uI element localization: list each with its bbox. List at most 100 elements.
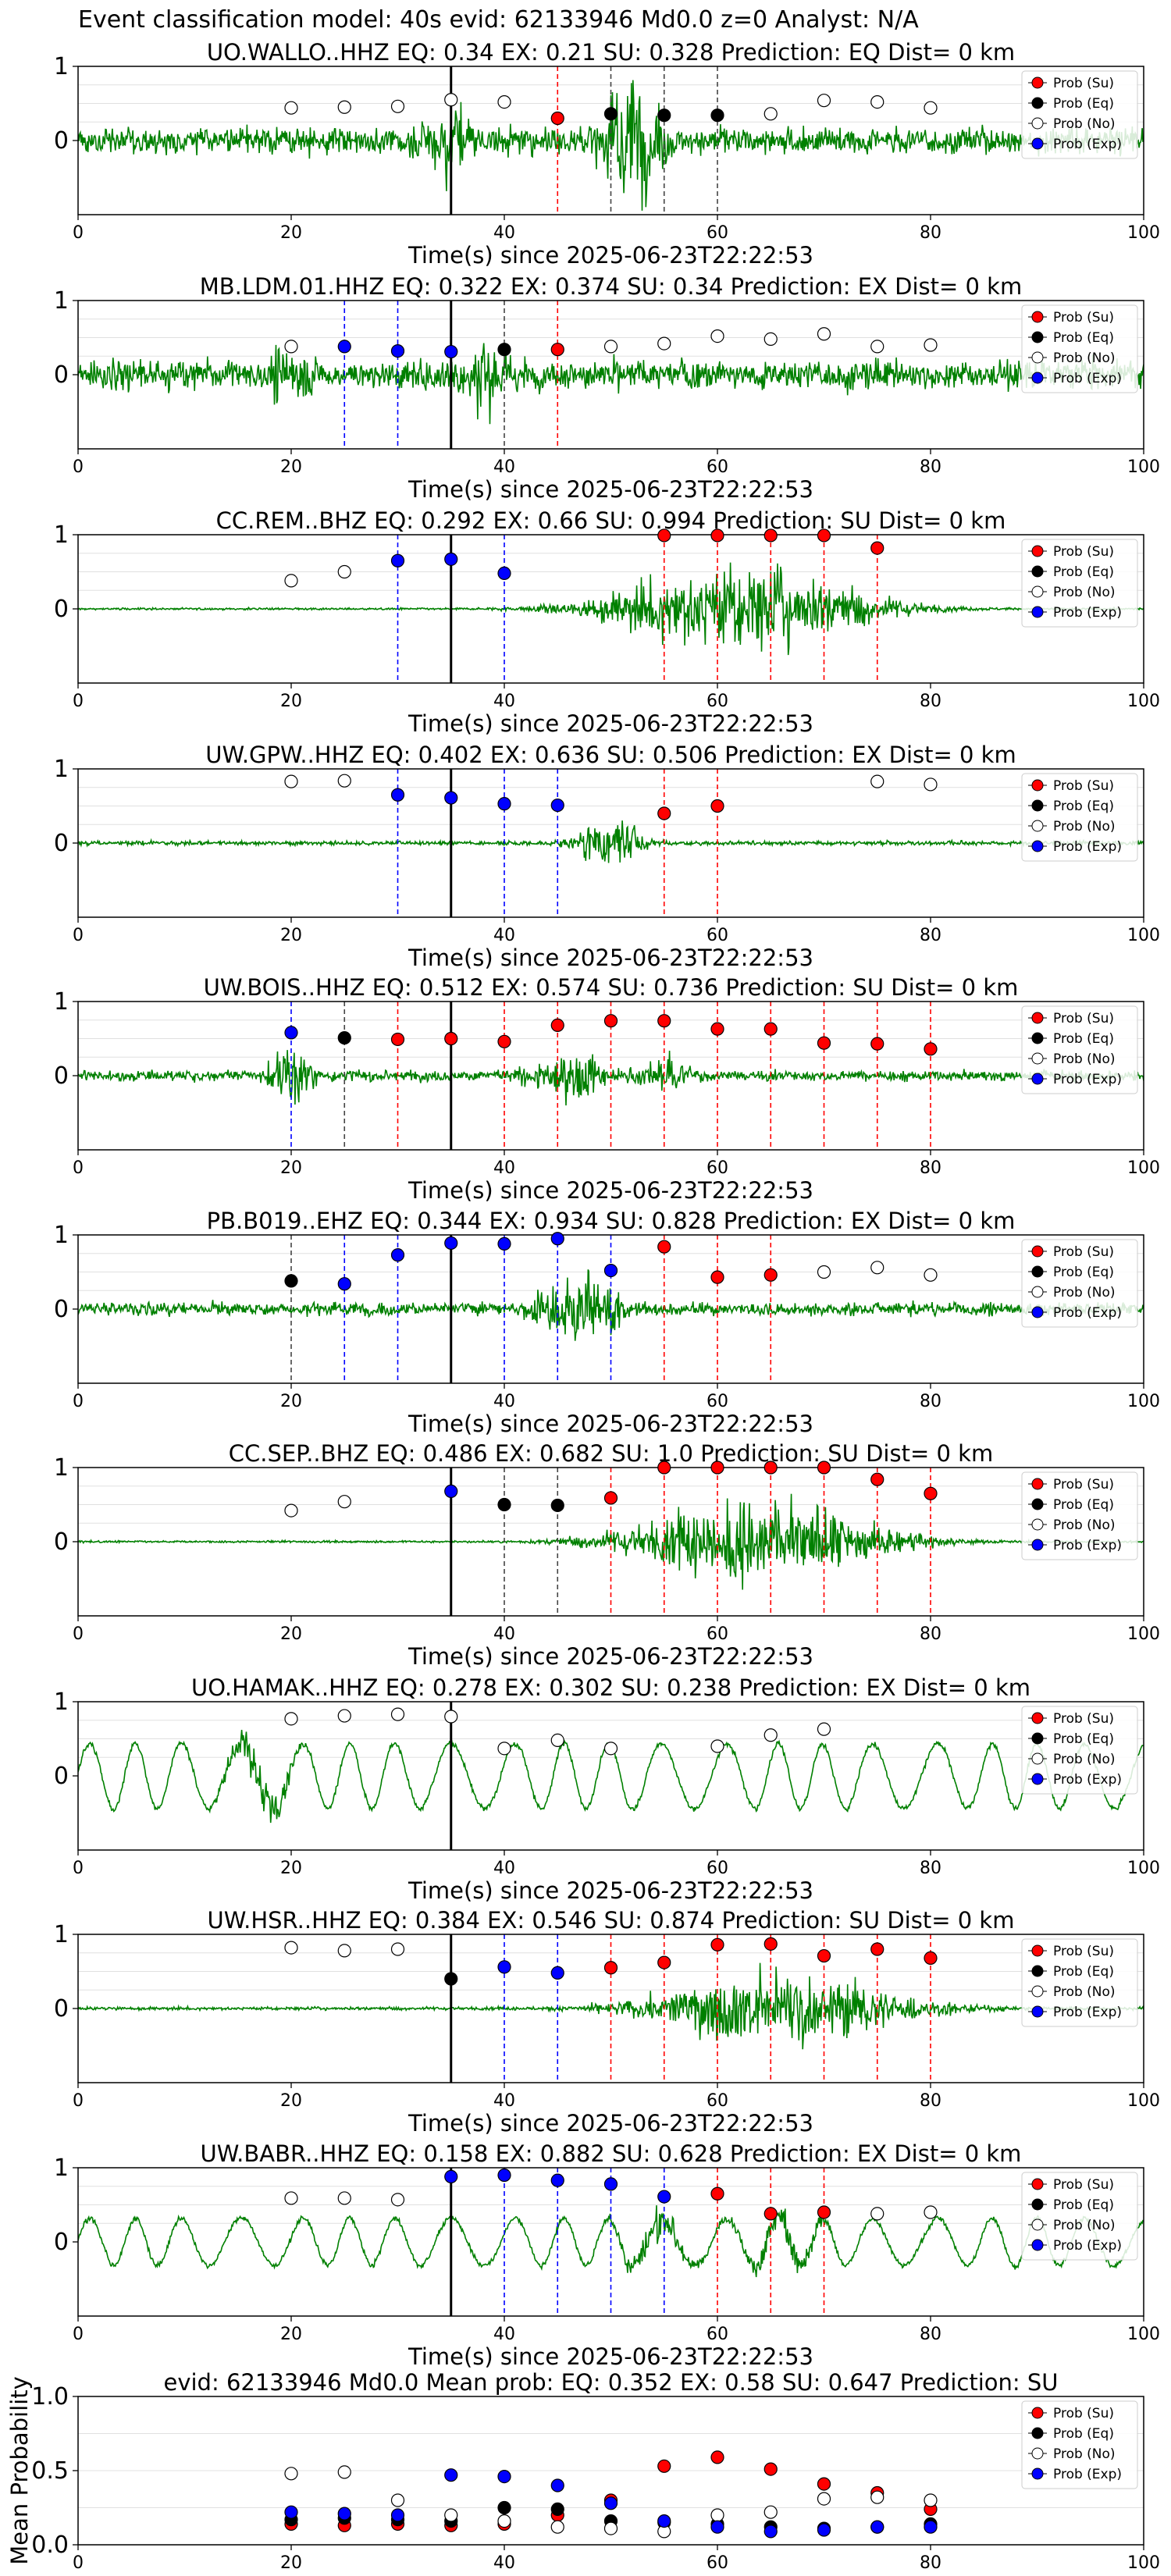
x-axis-label: Time(s) since 2025-06-23T22:22:53: [408, 1177, 813, 1204]
x-tick-label: 80: [920, 1392, 941, 1411]
x-tick-label: 100: [1127, 2325, 1160, 2344]
y-tick-label: 1: [54, 53, 69, 80]
legend-marker-no: [1031, 1052, 1044, 1065]
point-su: [657, 2459, 671, 2473]
x-tick-label: 40: [493, 692, 515, 711]
point-no: [924, 1268, 938, 1282]
point-no: [710, 329, 724, 343]
point-no: [603, 1742, 618, 1756]
x-tick-label: 100: [1127, 1624, 1160, 1644]
legend-label: Prob (Exp): [1053, 1538, 1122, 1553]
x-tick-label: 100: [1127, 2553, 1160, 2573]
x-axis-label: Time(s) since 2025-06-23T22:22:53: [408, 476, 813, 503]
legend-marker-su: [1031, 1012, 1044, 1024]
x-tick-label: 80: [920, 223, 941, 243]
point-su: [763, 1022, 778, 1036]
y-tick-label: 1: [54, 988, 69, 1016]
point-no: [337, 774, 351, 788]
point-no: [444, 2508, 458, 2522]
point-no: [284, 774, 298, 788]
y-tick-label: 1: [54, 287, 69, 315]
point-no: [763, 1728, 778, 1742]
legend-marker-no: [1031, 2447, 1044, 2460]
legend-label: Prob (Eq): [1053, 564, 1114, 580]
legend-label: Prob (Su): [1053, 76, 1114, 91]
legend-label: Prob (No): [1053, 116, 1116, 132]
legend-label: Prob (Exp): [1053, 371, 1122, 386]
point-su: [817, 1948, 831, 1963]
point-eq: [497, 343, 511, 357]
point-exp: [603, 2496, 618, 2510]
legend-label: Prob (Exp): [1053, 1072, 1122, 1087]
legend-marker-eq: [1031, 331, 1044, 343]
x-tick-label: 60: [707, 1158, 728, 1178]
x-tick-label: 20: [280, 1859, 302, 1878]
point-exp: [390, 1248, 405, 1262]
x-axis-label: Time(s) since 2025-06-23T22:22:53: [408, 710, 813, 737]
y-tick-label: 0: [54, 1296, 69, 1323]
panel-11: evid: 62133946 Md0.0 Mean prob: EQ: 0.35…: [6, 2369, 1160, 2573]
point-exp: [444, 552, 458, 566]
panel-8: UO.HAMAK..HHZ EQ: 0.278 EX: 0.302 SU: 0.…: [54, 1674, 1160, 1904]
legend-label: Prob (Su): [1053, 1944, 1114, 1959]
legend-label: Prob (No): [1053, 1051, 1116, 1067]
x-tick-label: 80: [920, 1158, 941, 1178]
panel-title: evid: 62133946 Md0.0 Mean prob: EQ: 0.35…: [163, 2369, 1058, 2396]
point-no: [284, 2467, 298, 2481]
y-tick-label: 0: [54, 1995, 69, 2023]
x-tick-label: 0: [73, 2091, 84, 2111]
y-tick-label: 0: [54, 1528, 69, 1556]
legend-label: Prob (No): [1053, 1285, 1116, 1300]
point-no: [550, 2520, 564, 2534]
point-exp: [550, 2173, 564, 2187]
point-no: [924, 338, 938, 352]
legend: Prob (Su) Prob (Eq) Prob (No) Prob (Exp): [1021, 539, 1138, 628]
point-eq: [550, 2502, 564, 2516]
point-no: [390, 2493, 405, 2507]
legend-marker-eq: [1031, 1032, 1044, 1044]
point-exp: [390, 344, 405, 358]
point-no: [337, 1944, 351, 1958]
y-tick-label: 0: [54, 1763, 69, 1790]
axes-frame: [77, 1701, 1144, 1851]
y-tick-label: 1: [54, 521, 69, 549]
panel-title: UO.WALLO..HHZ EQ: 0.34 EX: 0.21 SU: 0.32…: [207, 39, 1015, 66]
point-no: [284, 1712, 298, 1726]
x-tick-label: 100: [1127, 1158, 1160, 1178]
legend: Prob (Su) Prob (Eq) Prob (No) Prob (Exp): [1021, 70, 1138, 159]
legend-marker-su: [1031, 1712, 1044, 1724]
legend-label: Prob (No): [1053, 1517, 1116, 1533]
point-no: [337, 100, 351, 114]
legend-label: Prob (Eq): [1053, 2197, 1114, 2213]
legend-label: Prob (Eq): [1053, 1265, 1114, 1280]
point-su: [763, 1461, 778, 1475]
point-exp: [497, 2168, 511, 2183]
point-no: [870, 2207, 884, 2221]
x-tick-label: 20: [280, 1158, 302, 1178]
point-no: [390, 1707, 405, 1721]
panel-title: PB.B019..EHZ EQ: 0.344 EX: 0.934 SU: 0.8…: [207, 1208, 1016, 1234]
point-su: [710, 1022, 724, 1036]
x-tick-label: 20: [280, 692, 302, 711]
point-eq: [497, 2500, 511, 2515]
legend-marker-eq: [1031, 1498, 1044, 1510]
point-no: [284, 101, 298, 115]
x-tick-label: 100: [1127, 926, 1160, 945]
point-no: [870, 340, 884, 354]
point-no: [817, 1722, 831, 1736]
point-no: [870, 1261, 884, 1275]
point-no: [817, 94, 831, 108]
point-no: [497, 1742, 511, 1756]
panel-title: UW.HSR..HHZ EQ: 0.384 EX: 0.546 SU: 0.87…: [208, 1907, 1015, 1934]
panel-4: UW.GPW..HHZ EQ: 0.402 EX: 0.636 SU: 0.50…: [54, 742, 1160, 971]
y-tick-label: 0.5: [31, 2457, 69, 2485]
legend-label: Prob (Su): [1053, 310, 1114, 326]
point-su: [870, 541, 884, 555]
point-no: [337, 564, 351, 579]
x-tick-label: 0: [73, 692, 84, 711]
point-no: [763, 332, 778, 346]
point-exp: [444, 2468, 458, 2482]
point-eq: [710, 109, 724, 123]
point-su: [710, 799, 724, 813]
